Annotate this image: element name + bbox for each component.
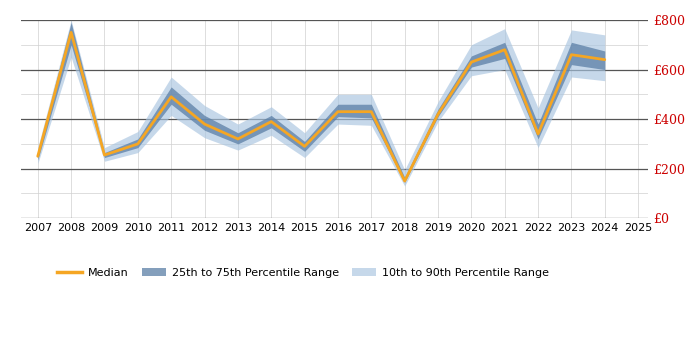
Legend: Median, 25th to 75th Percentile Range, 10th to 90th Percentile Range: Median, 25th to 75th Percentile Range, 1… xyxy=(53,263,554,282)
